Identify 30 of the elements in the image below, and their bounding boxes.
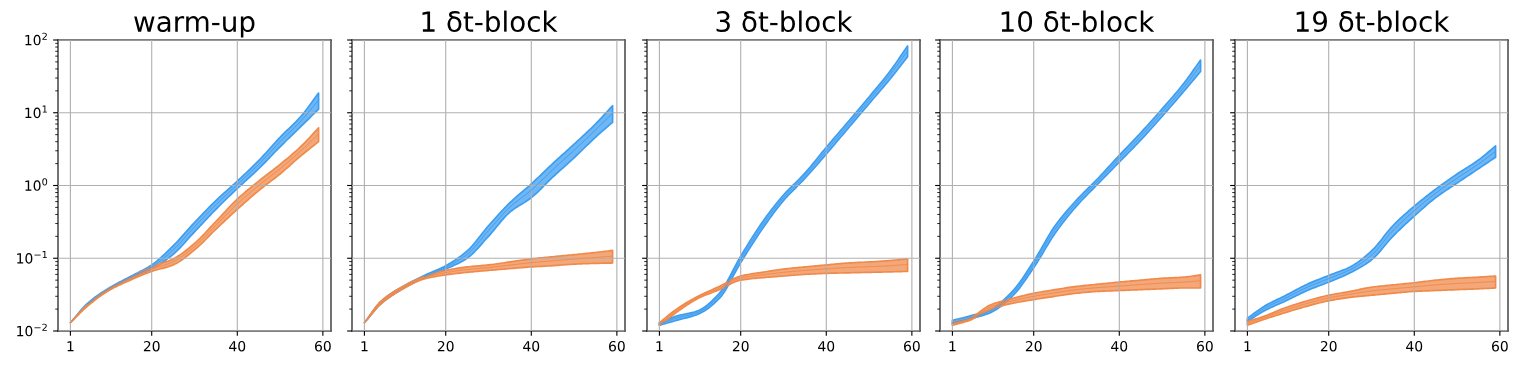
y-tick-label: 10$^{−1}$ [17,251,47,264]
x-tick-label: 20 [437,340,454,352]
x-tick-label: 40 [229,340,246,352]
chart-title: 3 δt-block [716,10,853,33]
x-tick-label: 1 [361,341,368,352]
x-tick-label: 20 [732,340,749,352]
x-tick-label: 1 [1244,341,1251,352]
x-tick-label: 40 [523,340,540,352]
chart-title: warm-up [134,16,255,38]
y-tick-label: 10$^{−2}$ [17,323,47,337]
x-tick-label: 40 [1406,340,1423,352]
x-tick-label: 40 [818,340,835,352]
chart-title: 10 δt-block [1001,10,1155,33]
x-tick-label: 60 [904,340,920,352]
x-tick-label: 60 [1197,340,1213,352]
x-tick-label: 60 [609,340,625,352]
x-tick-label: 1 [656,341,663,352]
x-tick-label: 1 [949,341,956,352]
y-tick-label: 10$^{1}$ [25,105,47,119]
x-tick-label: 20 [1320,340,1337,352]
x-tick-label: 20 [143,340,160,352]
y-tick-label: 10$^{2}$ [25,32,47,46]
chart-title: 1 δt-block [422,10,558,33]
x-tick-label: 20 [1025,340,1042,352]
y-tick-label: 10$^{0}$ [25,178,48,191]
x-tick-label: 1 [67,341,74,352]
chart-title: 19 δt-block [1296,10,1450,33]
x-tick-label: 60 [1492,340,1508,352]
x-tick-label: 40 [1111,340,1128,352]
x-tick-label: 60 [315,340,331,352]
